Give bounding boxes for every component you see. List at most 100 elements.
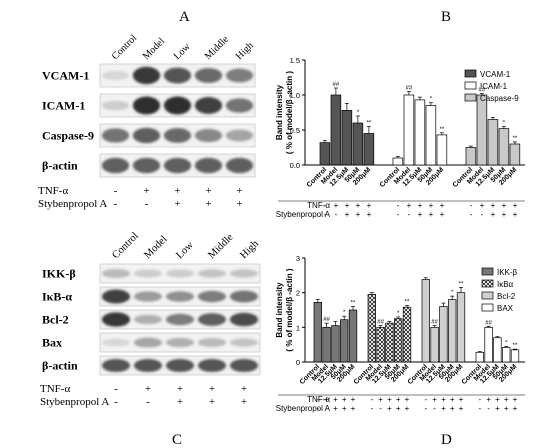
bar bbox=[436, 134, 448, 166]
bar bbox=[421, 279, 430, 363]
protein-band bbox=[133, 358, 163, 373]
protein-band bbox=[132, 66, 161, 85]
y-tick-label: 0 bbox=[296, 358, 300, 367]
bar bbox=[448, 299, 457, 363]
y-tick-label: 0.5 bbox=[290, 126, 300, 135]
treatment-mark: + bbox=[351, 404, 356, 413]
treatment-mark: - bbox=[114, 198, 118, 210]
lane-label: Model bbox=[141, 36, 167, 62]
legend-swatch bbox=[481, 279, 494, 288]
treatment-mark: + bbox=[209, 396, 215, 408]
legend-label: Bcl-2 bbox=[497, 292, 516, 301]
protein-band bbox=[101, 338, 131, 347]
bar bbox=[363, 133, 375, 166]
protein-band bbox=[194, 68, 223, 83]
treatment-mark: + bbox=[504, 395, 509, 404]
treatment-mark: - bbox=[424, 395, 427, 404]
treatment-mark: + bbox=[491, 210, 496, 219]
treatment-mark: + bbox=[459, 395, 464, 404]
treatment-mark: + bbox=[174, 185, 180, 197]
lane-label: Control bbox=[110, 33, 140, 63]
treatment-mark: + bbox=[513, 404, 518, 413]
treatment-mark: + bbox=[342, 404, 347, 413]
treatment-mark: + bbox=[205, 198, 211, 210]
legend-swatch bbox=[464, 81, 477, 90]
treatment-label: Stybenpropol A bbox=[276, 210, 331, 219]
protein-band bbox=[163, 96, 192, 115]
bar bbox=[510, 349, 520, 363]
bar bbox=[341, 110, 353, 166]
bar bbox=[509, 143, 521, 166]
protein-band bbox=[194, 97, 223, 114]
protein-band bbox=[229, 358, 259, 373]
lane-label: Control bbox=[110, 231, 141, 262]
treatment-mark: + bbox=[407, 201, 412, 210]
treatment-mark: + bbox=[387, 404, 392, 413]
treatment-label: Stybenpropol A bbox=[38, 198, 107, 210]
treatment-mark: + bbox=[440, 210, 445, 219]
treatment-mark: + bbox=[367, 201, 372, 210]
significance-label: * bbox=[343, 310, 346, 316]
treatment-mark: + bbox=[209, 383, 215, 395]
protein-band bbox=[101, 100, 130, 111]
treatment-mark: + bbox=[396, 404, 401, 413]
treatment-mark: - bbox=[145, 198, 149, 210]
protein-band bbox=[165, 269, 195, 278]
treatment-mark: + bbox=[378, 395, 383, 404]
protein-band bbox=[163, 128, 192, 143]
panel-label-a: A bbox=[179, 9, 190, 25]
y-axis-label: Band intensity bbox=[275, 282, 284, 338]
lane-label: Middle bbox=[203, 34, 232, 63]
treatment-mark: - bbox=[397, 210, 400, 219]
protein-band bbox=[197, 358, 227, 373]
protein-band bbox=[132, 127, 161, 144]
treatment-mark: + bbox=[324, 395, 329, 404]
y-axis-label: ( % of model/β -actin ) bbox=[285, 268, 294, 351]
protein-band bbox=[132, 157, 161, 174]
panel-label-d: D bbox=[441, 432, 452, 448]
significance-label: ## bbox=[485, 320, 492, 326]
significance-label: * bbox=[430, 97, 433, 103]
protein-band bbox=[101, 289, 131, 304]
protein-band bbox=[225, 98, 254, 113]
treatment-mark: - bbox=[370, 404, 373, 413]
significance-label: * bbox=[503, 121, 506, 127]
bar bbox=[403, 94, 415, 166]
treatment-mark: + bbox=[432, 395, 437, 404]
treatment-mark: - bbox=[370, 395, 373, 404]
protein-band bbox=[163, 157, 192, 174]
lane-label: Middle bbox=[206, 232, 235, 261]
y-tick-label: 1.0 bbox=[290, 91, 300, 100]
protein-band bbox=[101, 70, 130, 81]
y-axis-label: Band intensity bbox=[275, 84, 284, 140]
legend-swatch bbox=[464, 93, 477, 102]
treatment-label: TNF-α bbox=[38, 185, 68, 197]
treatment-mark: + bbox=[513, 210, 518, 219]
treatment-mark: - bbox=[114, 383, 118, 395]
legend-label: VCAM-1 bbox=[480, 70, 511, 79]
treatment-mark: + bbox=[145, 383, 151, 395]
treatment-label: TNF-α bbox=[40, 383, 70, 395]
significance-label: ## bbox=[323, 317, 330, 323]
bar bbox=[493, 337, 502, 363]
bar bbox=[385, 322, 394, 363]
treatment-mark: + bbox=[345, 201, 350, 210]
protein-band bbox=[225, 68, 254, 83]
bar bbox=[502, 347, 511, 363]
protein-band bbox=[165, 291, 195, 302]
significance-label: ## bbox=[431, 320, 438, 326]
treatment-mark: - bbox=[470, 201, 473, 210]
bar bbox=[476, 94, 488, 166]
protein-band bbox=[165, 337, 195, 348]
protein-band bbox=[165, 358, 195, 373]
lane-label: Low bbox=[174, 239, 196, 261]
protein-label: VCAM-1 bbox=[42, 69, 89, 83]
treatment-mark: - bbox=[470, 210, 473, 219]
significance-label: * bbox=[451, 290, 454, 296]
significance-label: ** bbox=[513, 136, 518, 142]
treatment-mark: + bbox=[387, 395, 392, 404]
treatment-mark: - bbox=[397, 201, 400, 210]
protein-label: ICAM-1 bbox=[42, 99, 85, 113]
y-axis-label: ( % of model/β -actin ) bbox=[285, 71, 294, 154]
treatment-mark: - bbox=[335, 210, 338, 219]
